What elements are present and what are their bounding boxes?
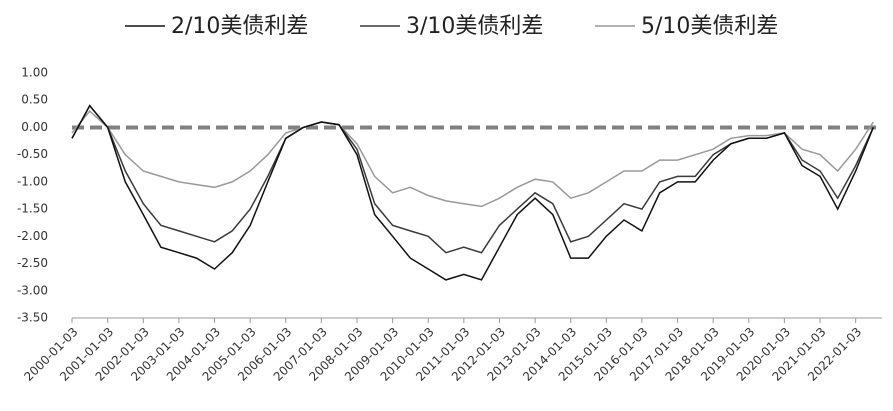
series-line [71, 110, 874, 208]
y-tick-label: -1.00 [17, 174, 48, 188]
y-tick-label: -1.50 [17, 202, 48, 216]
y-tick-label: 1.00 [21, 66, 48, 80]
legend-label: 5/10美债利差 [641, 14, 778, 39]
y-tick-label: -3.50 [17, 311, 48, 325]
y-tick-label: 0.50 [21, 93, 48, 107]
y-tick-label: -2.50 [17, 256, 48, 270]
y-tick-label: -0.50 [17, 147, 48, 161]
legend-label: 2/10美债利差 [171, 14, 308, 39]
y-tick-label: 0.00 [21, 120, 48, 134]
series-line [71, 104, 874, 281]
y-tick-label: -2.00 [17, 229, 48, 243]
legend-label: 3/10美债利差 [406, 14, 543, 39]
y-tick-label: -3.00 [17, 283, 48, 297]
